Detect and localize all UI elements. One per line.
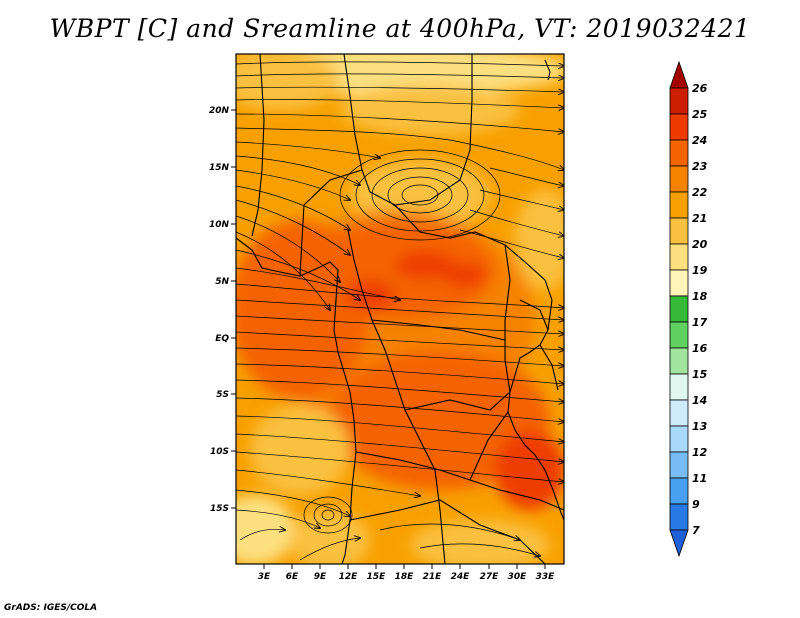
colorbar-label: 22	[692, 186, 708, 199]
lat-label: 10N	[209, 220, 230, 230]
lon-label: 9E	[314, 572, 327, 582]
colorbar-label: 21	[692, 212, 707, 225]
colorbar: 26 25 24 23 22 21 20 19 18 17 16 15 14 1…	[669, 60, 708, 558]
map-frame	[235, 53, 565, 565]
lon-label: 18E	[395, 572, 415, 582]
colorbar-label: 25	[692, 108, 708, 121]
chart-title: WBPT [C] and Sreamline at 400hPa, VT: 20…	[49, 14, 751, 43]
colorbar-label: 11	[692, 472, 707, 485]
credit-label: GrADS: IGES/COLA	[4, 603, 98, 613]
colorbar-label: 24	[692, 134, 707, 147]
lat-label: 5N	[215, 277, 229, 287]
colorbar-cell	[669, 399, 689, 427]
colorbar-cells	[669, 60, 689, 558]
colorbar-label: 23	[692, 160, 708, 173]
lon-label: 27E	[480, 572, 500, 582]
lat-label: 15S	[210, 504, 229, 514]
lon-axis: 3E 6E 9E 12E 15E 18E 21E 24E 27E 30E 33E	[258, 564, 555, 582]
colorbar-cell	[669, 269, 689, 297]
colorbar-label: 26	[692, 82, 708, 95]
lat-label: 20N	[209, 106, 230, 116]
colorbar-label: 13	[692, 420, 708, 433]
colorbar-cell	[669, 243, 689, 271]
colorbar-label: 18	[692, 290, 708, 303]
colorbar-label: 14	[692, 394, 707, 407]
colorbar-cell	[669, 191, 689, 219]
vortex-south	[303, 496, 353, 534]
colorbar-label: 16	[692, 342, 708, 355]
colorbar-cell	[669, 477, 689, 505]
vortex-north	[339, 149, 501, 241]
lon-label: 33E	[536, 572, 556, 582]
colorbar-label: 17	[692, 316, 708, 329]
map-panel	[236, 54, 564, 564]
lon-label: 21E	[423, 572, 443, 582]
colorbar-cell	[669, 165, 689, 193]
lon-label: 24E	[451, 572, 471, 582]
colorbar-cell	[669, 87, 689, 115]
colorbar-label: 9	[692, 498, 700, 511]
colorbar-top-triangle	[669, 60, 689, 89]
colorbar-bottom-triangle	[669, 529, 689, 558]
colorbar-label: 19	[692, 264, 708, 277]
colorbar-cell	[669, 321, 689, 349]
lon-label: 15E	[367, 572, 387, 582]
colorbar-label: 7	[692, 524, 700, 537]
colorbar-cell	[669, 347, 689, 375]
lat-label: 10S	[210, 447, 229, 457]
colorbar-cell	[669, 373, 689, 401]
lon-label: 12E	[339, 572, 359, 582]
coastlines-borders	[236, 54, 564, 564]
lon-label: 6E	[286, 572, 299, 582]
colorbar-cell	[669, 451, 689, 479]
colorbar-label: 12	[692, 446, 708, 459]
lat-label: 15N	[209, 163, 230, 173]
colorbar-cell	[669, 217, 689, 245]
colorbar-label: 20	[692, 238, 708, 251]
lon-label: 3E	[258, 572, 271, 582]
colorbar-cell	[669, 295, 689, 323]
colorbar-cell	[669, 139, 689, 167]
lat-axis: 20N 15N 10N 5N EQ 5S 10S 15S	[209, 106, 236, 514]
colorbar-cell	[669, 503, 689, 531]
lat-label: 5S	[216, 390, 229, 400]
colorbar-cell	[669, 113, 689, 141]
lon-label: 30E	[508, 572, 528, 582]
colorbar-label: 15	[692, 368, 708, 381]
colorbar-cell	[669, 425, 689, 453]
lat-label: EQ	[215, 334, 229, 344]
